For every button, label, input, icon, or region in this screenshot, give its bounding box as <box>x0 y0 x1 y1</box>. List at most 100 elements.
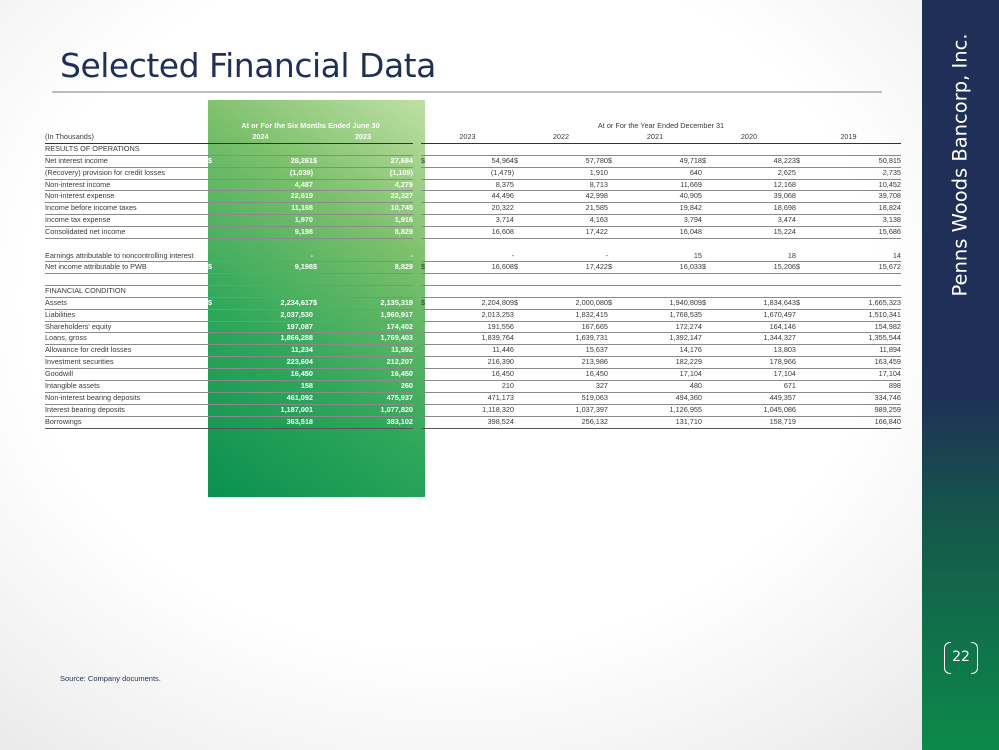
empty-cell <box>330 143 413 156</box>
currency-sign <box>608 404 625 417</box>
currency-sign <box>313 380 330 394</box>
currency-sign <box>702 344 719 358</box>
value-cell: 1,187,001 <box>225 404 313 417</box>
currency-sign <box>608 179 625 192</box>
currency-sign: $ <box>208 155 225 168</box>
value-cell: 158 <box>225 380 313 394</box>
value-cell: 39,068 <box>719 190 796 204</box>
column-gap <box>413 333 421 345</box>
value-cell: 8,829 <box>330 261 413 274</box>
empty-cell <box>208 285 225 298</box>
row-label: Non-interest expense <box>45 190 208 204</box>
currency-sign <box>608 344 625 358</box>
table-row: Goodwill 16,450 16,450 16,450 16,450 17,104 17… <box>45 368 901 382</box>
value-cell: 13,803 <box>719 344 796 358</box>
row-label: Borrowings <box>45 416 208 429</box>
empty-cell <box>719 273 796 286</box>
value-cell: 1,665,323 <box>813 297 901 310</box>
currency-sign <box>313 190 330 204</box>
value-cell: - <box>531 238 608 263</box>
value-cell: 48,223 <box>719 155 796 168</box>
empty-cell <box>608 143 625 156</box>
empty-cell <box>313 143 330 156</box>
value-cell: (1,479) <box>437 167 514 180</box>
currency-sign <box>608 238 625 263</box>
currency-sign <box>514 214 531 228</box>
value-cell: 12,168 <box>719 179 796 192</box>
empty-cell <box>330 285 413 298</box>
value-cell: 42,998 <box>531 190 608 204</box>
section-condition: FINANCIAL CONDITION <box>45 285 901 298</box>
currency-sign <box>313 214 330 228</box>
value-cell: - <box>225 238 313 263</box>
table-row: Loans, gross 1,866,288 1,769,403 1,839,764 1… <box>45 332 901 346</box>
empty-cell <box>225 273 313 286</box>
value-cell: 1,839,764 <box>437 332 514 346</box>
value-cell: 4,279 <box>330 179 413 192</box>
value-cell: 260 <box>330 380 413 394</box>
currency-sign <box>514 190 531 204</box>
currency-sign <box>421 214 437 228</box>
currency-sign <box>421 416 437 429</box>
column-gap <box>413 357 421 369</box>
currency-sign <box>702 392 719 405</box>
currency-sign <box>608 309 625 322</box>
currency-sign: $ <box>796 261 813 274</box>
value-cell: 898 <box>813 380 901 394</box>
currency-sign <box>796 321 813 334</box>
currency-sign: $ <box>702 297 719 310</box>
row-label: Net income attributable to PWB <box>45 261 208 274</box>
empty-cell <box>719 143 796 156</box>
column-gap <box>413 215 421 227</box>
page-number: 22 <box>944 642 978 674</box>
value-cell: 11,168 <box>225 202 313 216</box>
table-row: Net income attributable to PWB $9,198 $8,8… <box>45 261 901 274</box>
currency-sign <box>208 344 225 358</box>
currency-sign <box>608 416 625 429</box>
empty-cell <box>813 143 901 156</box>
value-cell: 18,698 <box>719 202 796 216</box>
column-gap <box>413 321 421 333</box>
currency-sign <box>421 179 437 192</box>
empty-cell <box>625 285 702 298</box>
currency-sign <box>514 202 531 216</box>
currency-sign <box>608 380 625 394</box>
value-cell: 22,619 <box>225 190 313 204</box>
year-header: 2022 <box>514 131 608 144</box>
currency-sign <box>313 356 330 370</box>
value-cell: 16,608 <box>437 226 514 240</box>
column-gap <box>413 203 421 215</box>
spacer-row <box>45 273 901 286</box>
value-cell: 158,719 <box>719 416 796 429</box>
value-cell: 1,970 <box>225 214 313 228</box>
currency-sign <box>702 368 719 382</box>
currency-sign <box>313 167 330 180</box>
currency-sign: $ <box>514 155 531 168</box>
empty-cell <box>514 273 531 286</box>
currency-sign: $ <box>796 297 813 310</box>
currency-sign: $ <box>796 155 813 168</box>
empty-cell <box>625 143 702 156</box>
empty-cell <box>608 285 625 298</box>
page-title: Selected Financial Data <box>60 46 436 85</box>
value-cell: 671 <box>719 380 796 394</box>
value-cell: 1,639,731 <box>531 332 608 346</box>
currency-sign: $ <box>313 155 330 168</box>
currency-sign <box>702 332 719 346</box>
empty-cell <box>437 143 514 156</box>
row-label: Allowance for credit losses <box>45 344 208 358</box>
currency-sign <box>514 356 531 370</box>
header-row-periods: At or For the Six Months Ended June 30 At… <box>45 121 901 132</box>
currency-sign <box>702 380 719 394</box>
currency-sign <box>421 404 437 417</box>
value-cell: 15,686 <box>813 226 901 240</box>
currency-sign <box>702 167 719 180</box>
value-cell: 15,637 <box>531 344 608 358</box>
currency-sign <box>702 356 719 370</box>
column-gap <box>413 381 421 393</box>
table-row: Borrowings 363,518 383,102 398,524 256,132 13… <box>45 416 901 429</box>
value-cell: 1,118,320 <box>437 404 514 417</box>
empty-cell <box>421 273 437 286</box>
empty-cell <box>225 285 313 298</box>
table-row: Investment securities 223,604 212,207 216,3… <box>45 356 901 370</box>
